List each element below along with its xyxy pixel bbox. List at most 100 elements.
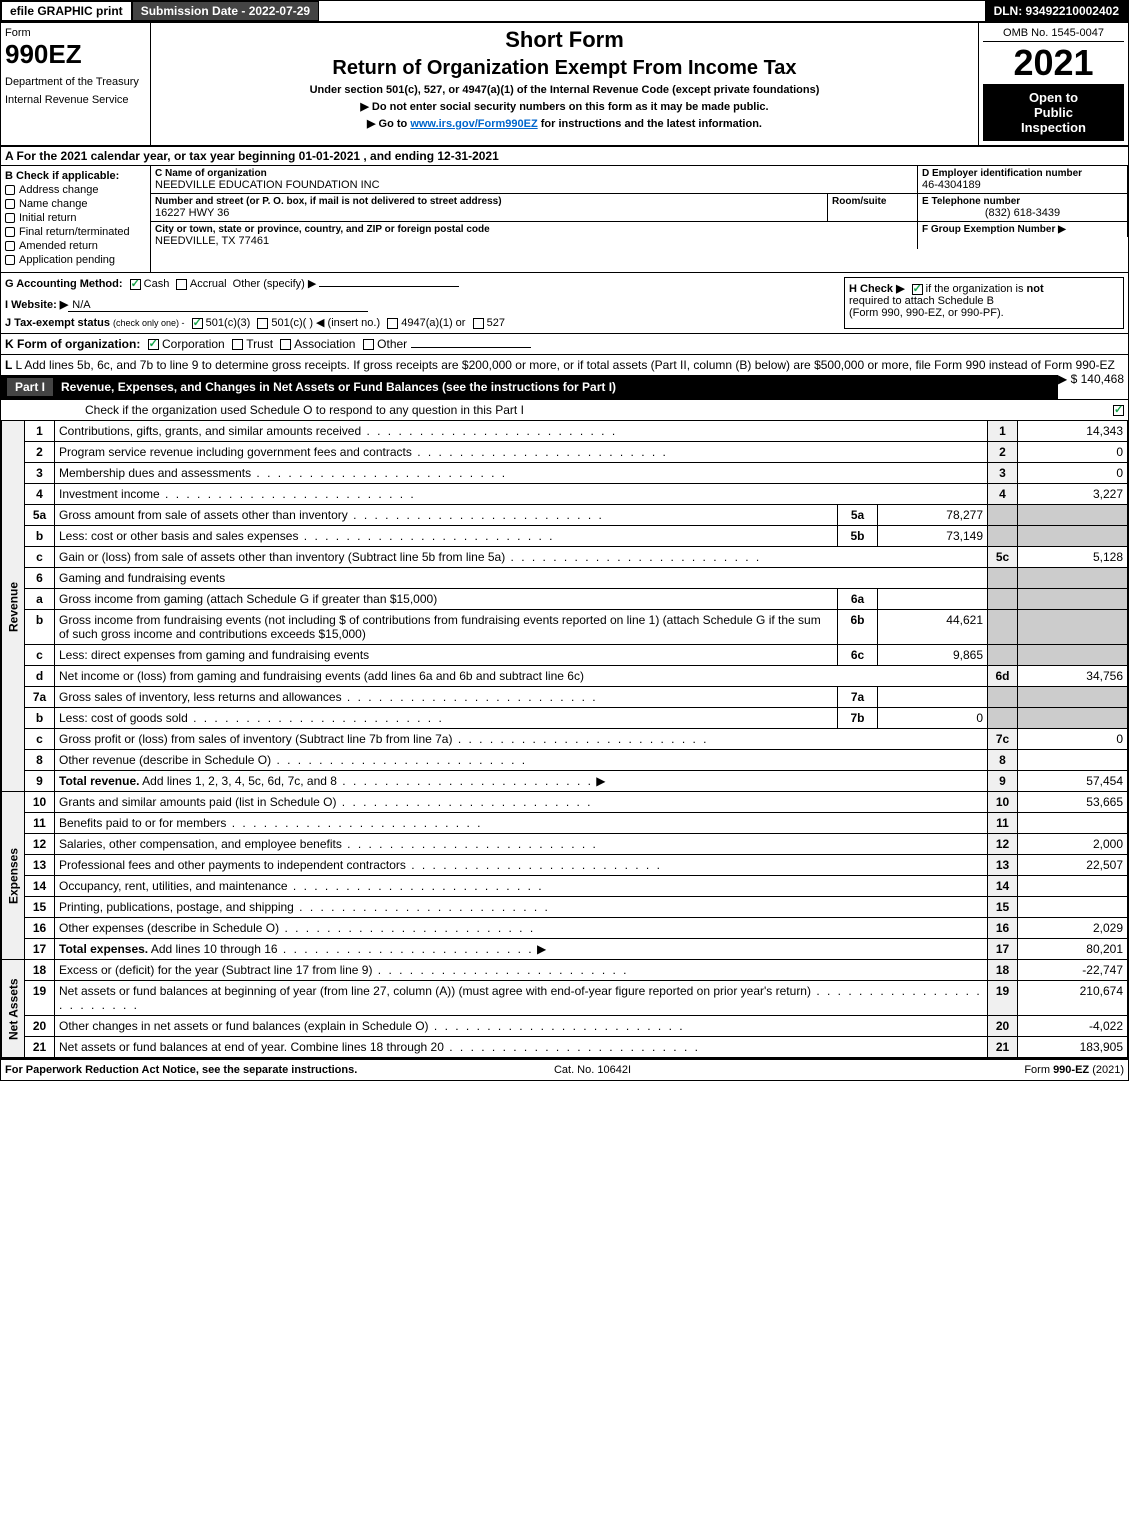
table-row: b Less: cost or other basis and sales ex… xyxy=(2,526,1128,547)
j-label: J Tax-exempt status xyxy=(5,317,110,329)
checkbox-corp[interactable] xyxy=(148,339,159,350)
expenses-side-label: Expenses xyxy=(2,792,25,960)
street: 16227 HWY 36 xyxy=(155,207,823,219)
table-row: 2 Program service revenue including gove… xyxy=(2,442,1128,463)
dept-treasury: Department of the Treasury xyxy=(5,76,146,88)
checkbox-icon xyxy=(5,241,15,251)
i-label: I Website: ▶ xyxy=(5,299,68,311)
group-exempt-cell: F Group Exemption Number ▶ xyxy=(918,222,1128,237)
form-label: Form xyxy=(5,27,146,39)
checkbox-schedule-o[interactable] xyxy=(1113,405,1124,416)
room-label: Room/suite xyxy=(832,196,913,207)
checkbox-icon xyxy=(5,213,15,223)
checkbox-trust[interactable] xyxy=(232,339,243,350)
form-header: Form 990EZ Department of the Treasury In… xyxy=(1,21,1128,145)
table-row: 16 Other expenses (describe in Schedule … xyxy=(2,918,1128,939)
city-label: City or town, state or province, country… xyxy=(155,224,913,235)
checkbox-icon xyxy=(5,227,15,237)
open-inspection-box: Open to Public Inspection xyxy=(983,84,1124,141)
opt-address[interactable]: Address change xyxy=(5,184,146,196)
footer: For Paperwork Reduction Act Notice, see … xyxy=(1,1058,1128,1080)
part1-header: Part I Revenue, Expenses, and Changes in… xyxy=(1,375,1058,399)
column-b: B Check if applicable: Address change Na… xyxy=(1,166,151,272)
part1-title: Revenue, Expenses, and Changes in Net As… xyxy=(61,380,616,394)
h-text2: if the organization is xyxy=(923,283,1027,295)
table-row: Net Assets 18 Excess or (deficit) for th… xyxy=(2,960,1128,981)
checkbox-assoc[interactable] xyxy=(280,339,291,350)
omb-number: OMB No. 1545-0047 xyxy=(983,27,1124,42)
d-label: D Employer identification number xyxy=(922,168,1123,179)
header-left: Form 990EZ Department of the Treasury In… xyxy=(1,23,151,145)
table-row: c Less: direct expenses from gaming and … xyxy=(2,645,1128,666)
checkbox-h[interactable] xyxy=(912,284,923,295)
checkbox-accrual[interactable] xyxy=(176,279,187,290)
column-mid: C Name of organization NEEDVILLE EDUCATI… xyxy=(151,166,918,272)
checkbox-other-org[interactable] xyxy=(363,339,374,350)
col-b-title: B Check if applicable: xyxy=(5,170,146,182)
h-pre: H Check ▶ xyxy=(849,283,908,295)
opt-pending[interactable]: Application pending xyxy=(5,254,146,266)
dept-irs: Internal Revenue Service xyxy=(5,94,146,106)
header-mid: Short Form Return of Organization Exempt… xyxy=(151,23,978,145)
topbar: efile GRAPHIC print Submission Date - 20… xyxy=(1,1,1128,21)
opt-amended[interactable]: Amended return xyxy=(5,240,146,252)
checkbox-501c[interactable] xyxy=(257,318,268,329)
part1-check-row: Check if the organization used Schedule … xyxy=(1,399,1128,420)
checkbox-4947[interactable] xyxy=(387,318,398,329)
c-label: C Name of organization xyxy=(155,168,913,179)
table-row: 4 Investment income 4 3,227 xyxy=(2,484,1128,505)
ein-cell: D Employer identification number 46-4304… xyxy=(918,166,1128,194)
l-row: L L Add lines 5b, 6c, and 7b to line 9 t… xyxy=(1,354,1128,375)
open-line1: Open to xyxy=(989,90,1118,105)
org-name: NEEDVILLE EDUCATION FOUNDATION INC xyxy=(155,179,913,191)
revenue-table: Revenue 1 Contributions, gifts, grants, … xyxy=(1,420,1128,1058)
phone: (832) 618-3439 xyxy=(922,207,1123,219)
table-row: 3 Membership dues and assessments 3 0 xyxy=(2,463,1128,484)
addr-label: Number and street (or P. O. box, if mail… xyxy=(155,196,823,207)
f-label: F Group Exemption Number ▶ xyxy=(922,224,1123,235)
checkbox-501c3[interactable] xyxy=(192,318,203,329)
table-row: 19 Net assets or fund balances at beginn… xyxy=(2,981,1128,1016)
table-row: 9 Total revenue. Add lines 1, 2, 3, 4, 5… xyxy=(2,771,1128,792)
table-row: 11 Benefits paid to or for members 11 xyxy=(2,813,1128,834)
h-not: not xyxy=(1027,283,1044,295)
h-text3: required to attach Schedule B xyxy=(849,295,1119,307)
other-input[interactable] xyxy=(319,286,459,287)
irs-link[interactable]: www.irs.gov/Form990EZ xyxy=(410,118,537,130)
instr-ssn: ▶ Do not enter social security numbers o… xyxy=(159,100,970,113)
org-name-cell: C Name of organization NEEDVILLE EDUCATI… xyxy=(151,166,918,194)
l-amount: 140,468 xyxy=(1081,372,1124,386)
footer-left: For Paperwork Reduction Act Notice, see … xyxy=(5,1064,357,1076)
table-row: b Gross income from fundraising events (… xyxy=(2,610,1128,645)
header-right: OMB No. 1545-0047 2021 Open to Public In… xyxy=(978,23,1128,145)
room-cell: Room/suite xyxy=(828,194,918,222)
street-cell: Number and street (or P. O. box, if mail… xyxy=(151,194,828,222)
phone-cell: E Telephone number (832) 618-3439 xyxy=(918,194,1128,222)
efile-label: efile GRAPHIC print xyxy=(1,1,132,21)
info-grid: B Check if applicable: Address change Na… xyxy=(1,165,1128,272)
city: NEEDVILLE, TX 77461 xyxy=(155,235,913,247)
table-row: c Gross profit or (loss) from sales of i… xyxy=(2,729,1128,750)
g-h-row: G Accounting Method: Cash Accrual Other … xyxy=(1,272,1128,333)
table-row: b Less: cost of goods sold 7b 0 xyxy=(2,708,1128,729)
checkbox-icon xyxy=(5,199,15,209)
table-row: 20 Other changes in net assets or fund b… xyxy=(2,1016,1128,1037)
other-org-input[interactable] xyxy=(411,347,531,348)
opt-name[interactable]: Name change xyxy=(5,198,146,210)
checkbox-cash[interactable] xyxy=(130,279,141,290)
instr-link-row: ▶ Go to www.irs.gov/Form990EZ for instru… xyxy=(159,117,970,130)
return-title: Return of Organization Exempt From Incom… xyxy=(159,57,970,80)
submission-date: Submission Date - 2022-07-29 xyxy=(132,1,319,21)
part1-check-text: Check if the organization used Schedule … xyxy=(5,403,524,417)
k-label: K Form of organization: xyxy=(5,337,140,351)
opt-initial[interactable]: Initial return xyxy=(5,212,146,224)
short-form-title: Short Form xyxy=(159,27,970,53)
h-text4: (Form 990, 990-EZ, or 990-PF). xyxy=(849,307,1119,319)
net-assets-side-label: Net Assets xyxy=(2,960,25,1058)
section-a: A For the 2021 calendar year, or tax yea… xyxy=(1,145,1128,165)
table-row: Expenses 10 Grants and similar amounts p… xyxy=(2,792,1128,813)
table-row: 12 Salaries, other compensation, and emp… xyxy=(2,834,1128,855)
ein: 46-4304189 xyxy=(922,179,1123,191)
checkbox-527[interactable] xyxy=(473,318,484,329)
opt-final[interactable]: Final return/terminated xyxy=(5,226,146,238)
